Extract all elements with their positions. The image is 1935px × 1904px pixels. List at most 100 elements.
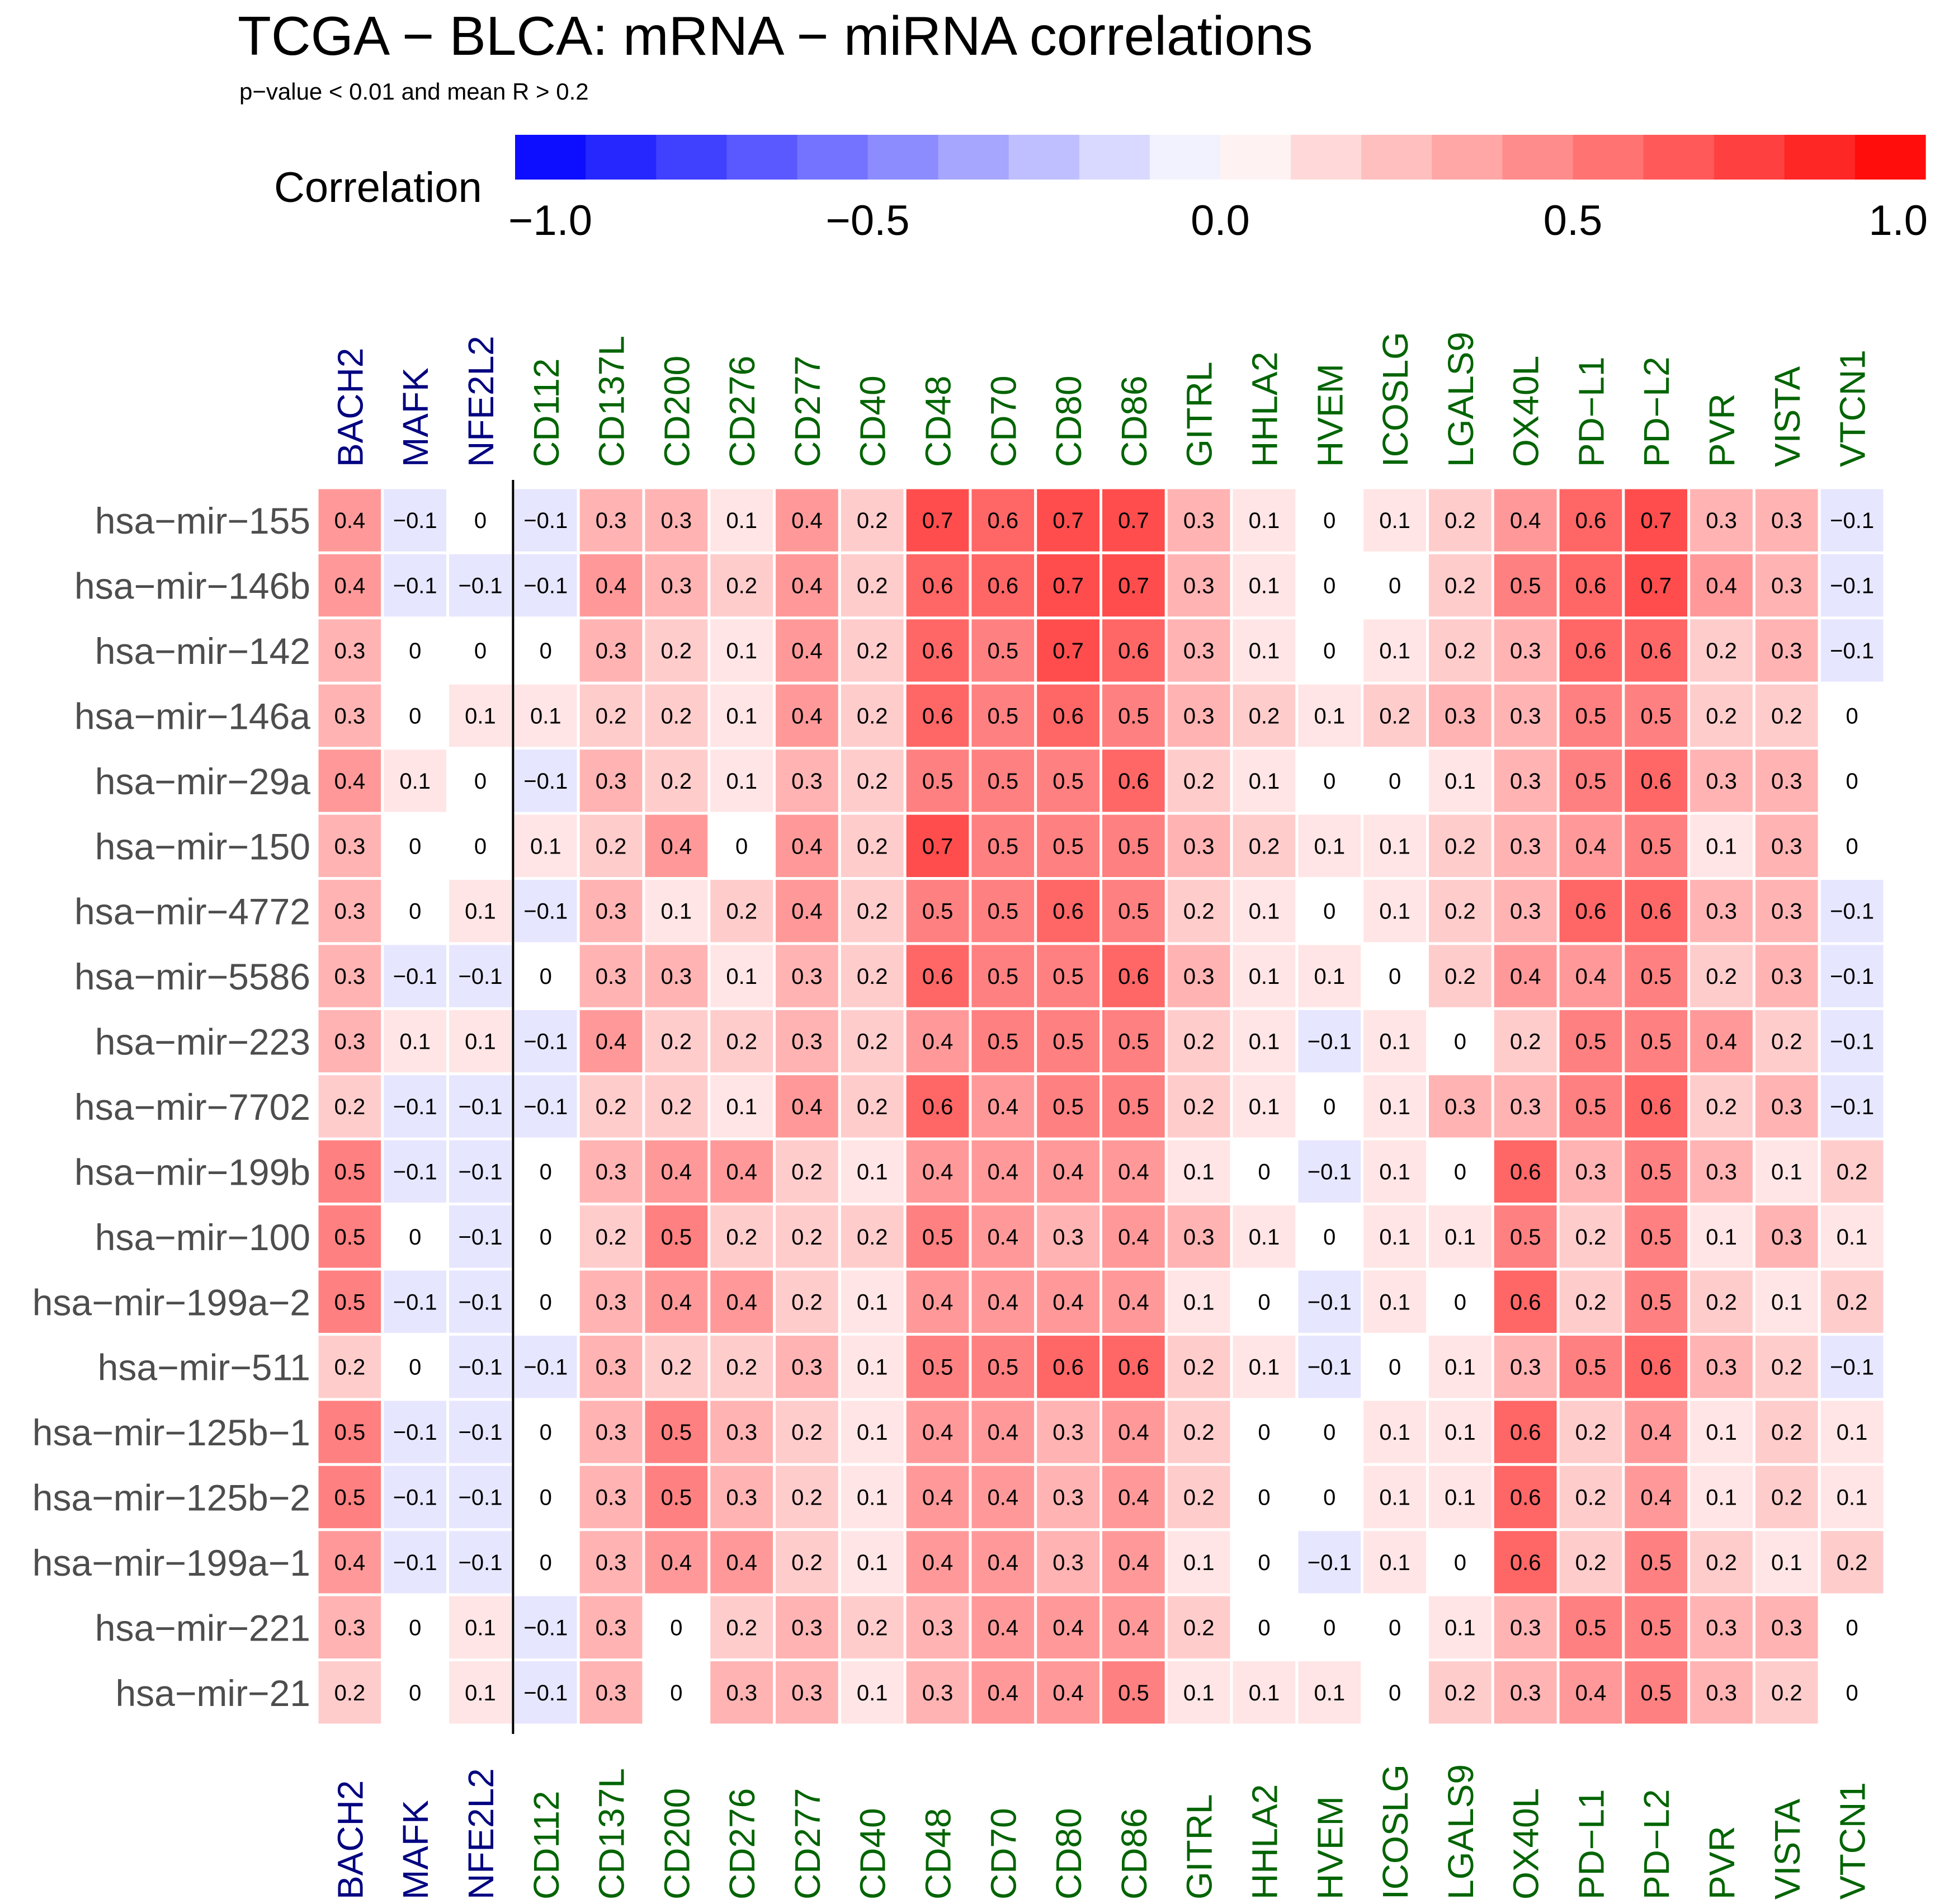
column-label-bottom: CD137L bbox=[592, 1768, 632, 1900]
heatmap-cell bbox=[1295, 812, 1364, 880]
cell-value-label: −0.1 bbox=[458, 1290, 502, 1314]
row-label: hsa−mir−7702 bbox=[74, 1086, 310, 1128]
cell-value-label: 0.2 bbox=[596, 1095, 627, 1119]
legend-title: Correlation bbox=[274, 164, 482, 211]
cell-value-label: 0 bbox=[1323, 1615, 1335, 1640]
heatmap-cell bbox=[707, 747, 776, 815]
cell-value-label: −0.1 bbox=[393, 508, 437, 533]
column-label-top: OX40L bbox=[1506, 356, 1546, 467]
cell-value-label: 0.3 bbox=[1183, 1225, 1215, 1250]
cell-value-label: 0.3 bbox=[596, 769, 627, 794]
legend-color-bin bbox=[1432, 135, 1503, 180]
cell-value-label: 0.3 bbox=[334, 1030, 366, 1054]
column-label-bottom: PD−L2 bbox=[1636, 1789, 1677, 1900]
cell-value-label: 0.3 bbox=[596, 1486, 627, 1510]
cell-value-label: −0.1 bbox=[458, 1486, 502, 1510]
cell-value-label: −0.1 bbox=[523, 769, 568, 794]
heatmap-cell bbox=[1164, 1658, 1233, 1727]
cell-value-label: 0.6 bbox=[922, 639, 954, 663]
cell-value-label: 0.3 bbox=[596, 1681, 627, 1705]
cell-value-label: −0.1 bbox=[458, 964, 502, 989]
column-label-top: PD−L2 bbox=[1636, 357, 1677, 467]
cell-value-label: 0.5 bbox=[922, 769, 954, 794]
cell-value-label: 0.1 bbox=[1771, 1290, 1802, 1314]
cell-value-label: 0.1 bbox=[1445, 1225, 1476, 1250]
heatmap-cell bbox=[1361, 1267, 1429, 1336]
row-label: hsa−mir−511 bbox=[98, 1347, 310, 1388]
cell-value-label: 0.1 bbox=[1379, 1290, 1410, 1314]
cell-value-label: 0.3 bbox=[1183, 704, 1215, 728]
cell-value-label: 0.2 bbox=[1249, 704, 1280, 728]
cell-value-label: 0.6 bbox=[1640, 1355, 1672, 1380]
cell-value-label: 0.4 bbox=[791, 1095, 823, 1119]
cell-value-label: 0.3 bbox=[791, 964, 823, 989]
heatmap-cell bbox=[1295, 1332, 1364, 1401]
legend-color-bin bbox=[867, 135, 939, 180]
heatmap-cell bbox=[707, 1658, 776, 1727]
heatmap-cell bbox=[1818, 1137, 1886, 1206]
heatmap-cell bbox=[903, 551, 972, 620]
heatmap-cell bbox=[969, 942, 1037, 1010]
column-label-bottom: LGALS9 bbox=[1441, 1764, 1481, 1900]
heatmap-cell bbox=[1556, 1658, 1625, 1727]
heatmap-cell bbox=[1622, 877, 1691, 945]
column-label-top: CD200 bbox=[657, 356, 697, 467]
heatmap-cell bbox=[1622, 1267, 1691, 1336]
heatmap-cell bbox=[642, 1007, 711, 1076]
cell-value-label: 0 bbox=[540, 1225, 552, 1250]
cell-value-label: 0.2 bbox=[661, 1355, 692, 1380]
cell-value-label: 0.3 bbox=[1445, 1095, 1476, 1119]
cell-value-label: 0.3 bbox=[1510, 1355, 1541, 1380]
heatmap-cell bbox=[446, 1137, 515, 1206]
column-label-top: BACH2 bbox=[330, 348, 370, 467]
cell-value-label: 0.1 bbox=[1706, 1486, 1737, 1510]
cell-value-label: 0.2 bbox=[1445, 834, 1476, 859]
heatmap-cell bbox=[1361, 486, 1429, 554]
row-label: hsa−mir−142 bbox=[95, 630, 310, 672]
heatmap-cell bbox=[1556, 812, 1625, 880]
cell-value-label: 0.3 bbox=[791, 1615, 823, 1640]
heatmap-cell bbox=[446, 1267, 515, 1336]
heatmap-cell bbox=[903, 812, 972, 880]
cell-value-label: 0.4 bbox=[1118, 1160, 1149, 1184]
heatmap-cell bbox=[1818, 1528, 1886, 1596]
heatmap-cell bbox=[773, 1658, 841, 1727]
heatmap-cell bbox=[1752, 1593, 1821, 1662]
cell-value-label: −0.1 bbox=[1308, 1355, 1352, 1380]
row-label: hsa−mir−199a−2 bbox=[32, 1281, 310, 1323]
cell-value-label: 0.6 bbox=[1118, 964, 1149, 989]
cell-value-label: 0.1 bbox=[1837, 1486, 1868, 1510]
cell-value-label: −0.1 bbox=[458, 574, 502, 598]
column-label-top: CD40 bbox=[853, 375, 893, 467]
column-label-top: CD137L bbox=[592, 336, 632, 467]
heatmap-cell bbox=[315, 942, 384, 1010]
heatmap-cell bbox=[1295, 1007, 1364, 1076]
legend-color-bin bbox=[1573, 135, 1644, 180]
column-label-top: GITRL bbox=[1179, 362, 1220, 467]
cell-value-label: −0.1 bbox=[393, 1095, 437, 1119]
heatmap-cell bbox=[381, 1267, 450, 1336]
heatmap-cell bbox=[707, 877, 776, 945]
cell-value-label: 0.6 bbox=[988, 574, 1019, 598]
cell-value-label: 0.2 bbox=[1575, 1225, 1607, 1250]
heatmap-cell bbox=[838, 486, 907, 554]
legend-color-bin bbox=[1502, 135, 1574, 180]
heatmap-cell bbox=[315, 1332, 384, 1401]
cell-value-label: −0.1 bbox=[393, 1550, 437, 1575]
cell-value-label: 0.1 bbox=[1445, 769, 1476, 794]
column-label-bottom: BACH2 bbox=[330, 1780, 370, 1900]
cell-value-label: 0 bbox=[1258, 1486, 1270, 1510]
cell-value-label: 0.5 bbox=[334, 1486, 366, 1510]
heatmap-cell bbox=[1818, 1203, 1886, 1271]
heatmap-cell bbox=[1426, 1463, 1494, 1531]
heatmap-cell bbox=[1491, 1398, 1560, 1466]
cell-value-label: 0.1 bbox=[857, 1486, 888, 1510]
cell-value-label: 0 bbox=[474, 769, 487, 794]
cell-value-label: 0.2 bbox=[1445, 1681, 1476, 1705]
cell-value-label: 0.5 bbox=[1118, 704, 1149, 728]
heatmap-cell bbox=[1099, 877, 1168, 945]
cell-value-label: 0 bbox=[1846, 704, 1858, 728]
cell-value-label: 0.7 bbox=[1053, 508, 1084, 533]
heatmap-cell bbox=[1752, 1658, 1821, 1727]
